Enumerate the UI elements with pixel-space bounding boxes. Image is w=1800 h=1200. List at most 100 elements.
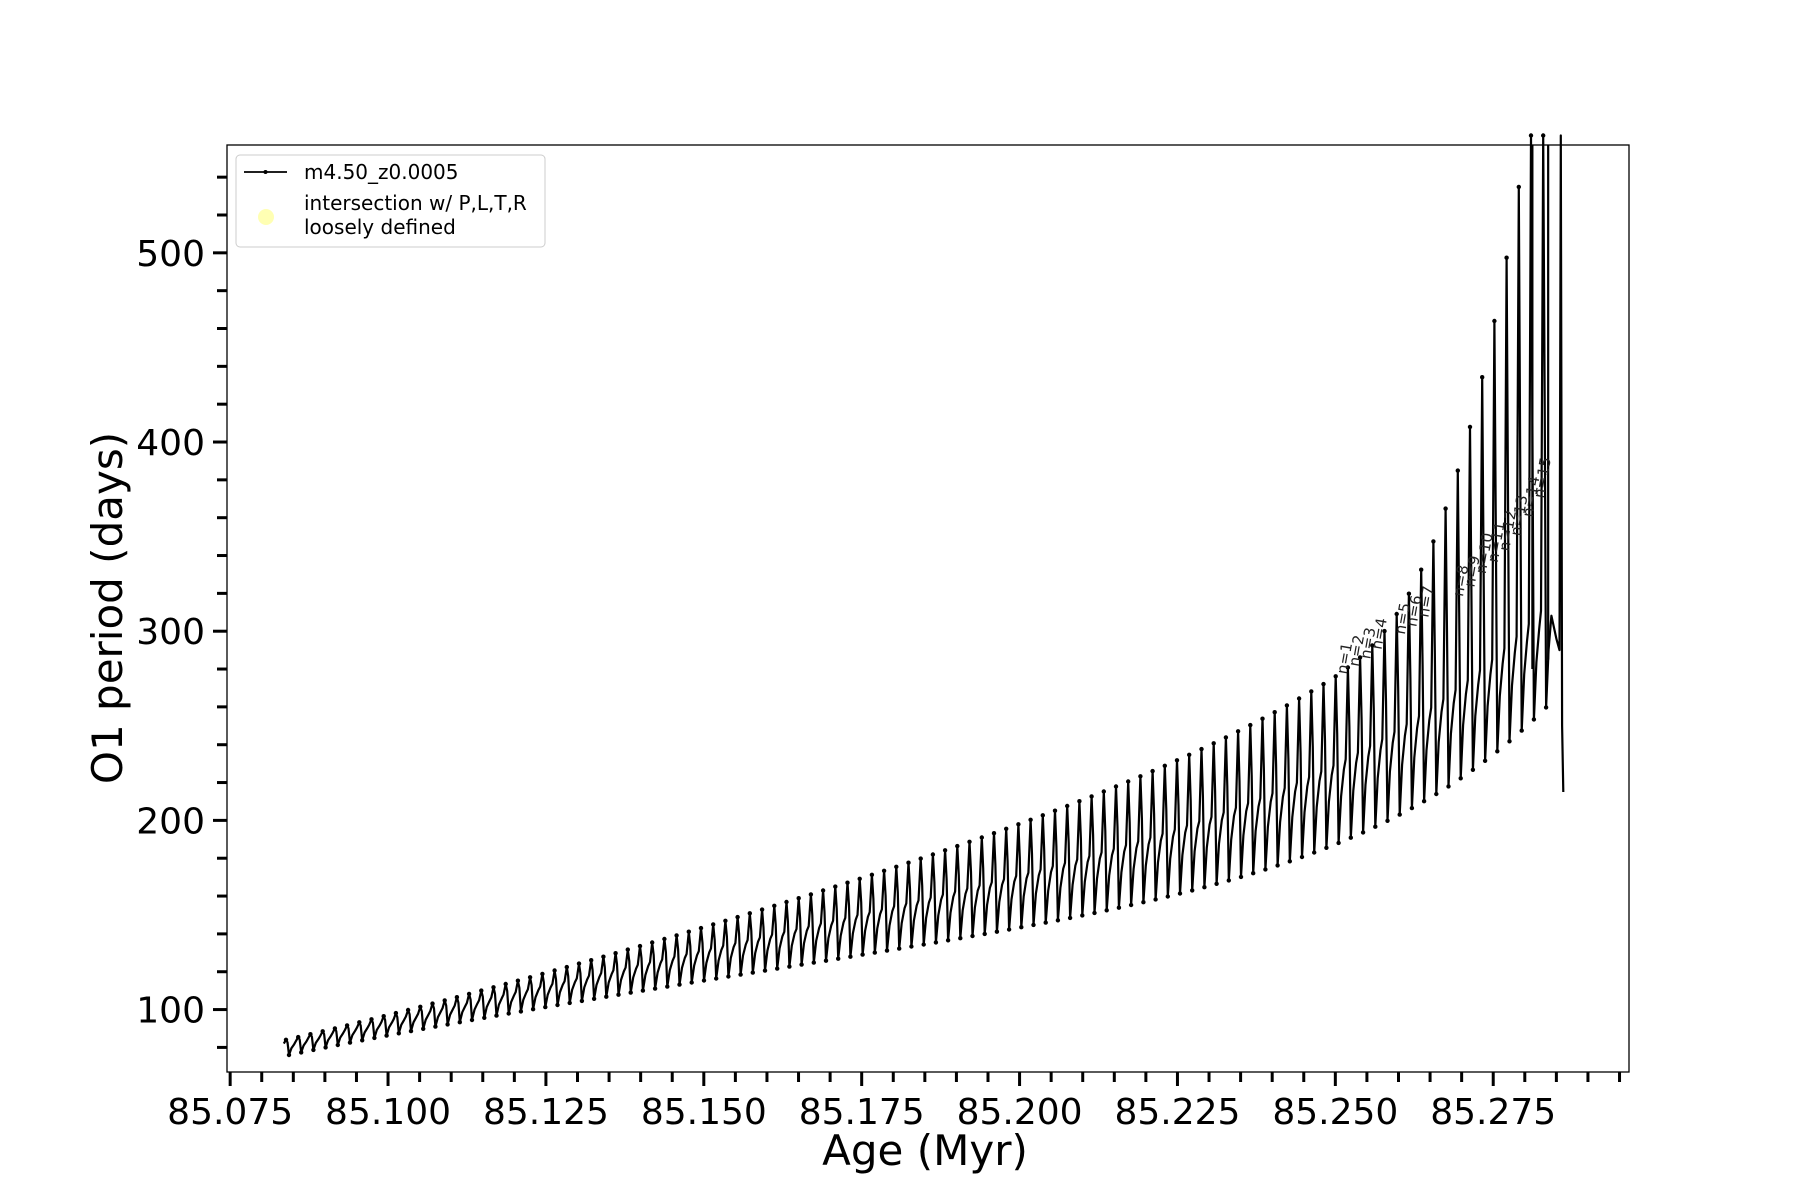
series-point [1040,813,1046,818]
series-point [1116,905,1122,910]
series-point [494,1013,499,1018]
series-point [1174,758,1180,763]
series-point [564,964,569,970]
legend-box [235,154,546,248]
x-tick-label: 85.250 [1272,1092,1398,1133]
series-point [1507,739,1512,744]
series-point [1052,808,1058,813]
series-point [1470,767,1476,772]
series-point [1043,920,1048,925]
series-point [372,1035,377,1041]
series-point [1275,863,1280,868]
series-point [430,1001,435,1006]
series-point [299,1050,304,1055]
series-point [1431,539,1436,544]
series-point [1528,133,1534,138]
series-point [665,984,670,989]
y-tick-label: 300 [136,612,205,653]
series-point [344,1023,350,1028]
series-point [408,1028,414,1034]
series-point [930,852,936,857]
series-point [503,981,508,987]
series-point [994,929,1000,934]
series-point [1028,817,1033,822]
series-point [1345,665,1351,670]
series-point [723,918,728,923]
series-point [982,931,987,937]
series-point [552,968,557,973]
x-tick-label: 85.150 [641,1092,767,1133]
axis-ticks: 100 200 300 400 500 85.075 85.100 85.125 85.150 8… [136,175,1622,1133]
series-point [1397,812,1402,817]
series-point [1312,850,1317,855]
series-point [442,998,447,1003]
series-point [479,988,484,993]
series-point [1443,506,1448,511]
series-point [347,1040,353,1045]
series-point [714,976,719,981]
series-point [360,1038,365,1043]
series-point [897,946,902,951]
series-point [823,958,829,963]
series-point [686,929,691,934]
plot-data [282,133,1565,1058]
series-point [1260,716,1265,721]
series-point [677,982,682,987]
x-tick-label: 85.200 [957,1092,1083,1133]
series-point [1385,818,1390,823]
series-point [1446,784,1451,789]
legend-series-label: m4.50_z0.0005 [304,160,459,184]
series-point [811,960,816,965]
y-tick-label: 100 [136,991,205,1032]
series-point [332,1026,338,1031]
y-axis-label: O1 period (days) [83,432,132,784]
pulse-annotation: n=9 [1461,554,1484,588]
series-point [1492,318,1497,324]
series-point [1360,830,1366,835]
series-point [1458,776,1463,781]
series-point [1101,789,1107,794]
axes-frame [226,144,1630,1073]
series-point [762,968,768,973]
series-point [591,996,597,1001]
series-point [1519,728,1524,733]
series-point [589,958,594,963]
series-point [958,936,963,941]
series-point [1309,689,1314,694]
series-point [747,911,752,916]
series-point [872,950,877,955]
series-point [457,1020,462,1025]
series-point [836,956,841,961]
legend-line-marker [263,170,268,174]
series-point [884,948,890,953]
series-point [894,864,899,869]
series-point [1113,784,1119,789]
y-tick-label: 200 [136,801,205,842]
series-point [921,942,926,947]
series-point [796,896,801,901]
series-point [1394,611,1399,617]
series-point [772,903,777,908]
series-point [848,954,853,959]
series-point [662,936,667,942]
series-point [381,1014,386,1019]
legend-marker-label-line-1: intersection w/ P,L,T,R [304,191,527,215]
x-tick-label: 85.125 [483,1092,609,1133]
series-point [1055,918,1061,923]
pulse-annotation: n=6 [1402,594,1425,628]
series-point [335,1042,340,1048]
series-point [1296,696,1302,701]
series-point [979,835,984,840]
series-point [906,860,911,865]
series-point [393,1010,399,1016]
series-point [296,1034,301,1040]
series-point [601,954,606,959]
series-point [845,880,850,885]
series-point [1089,794,1094,799]
series-point [320,1029,325,1034]
series-point [1004,826,1009,831]
series-point [955,843,960,849]
series-point [652,986,658,991]
series-point [1199,746,1204,752]
